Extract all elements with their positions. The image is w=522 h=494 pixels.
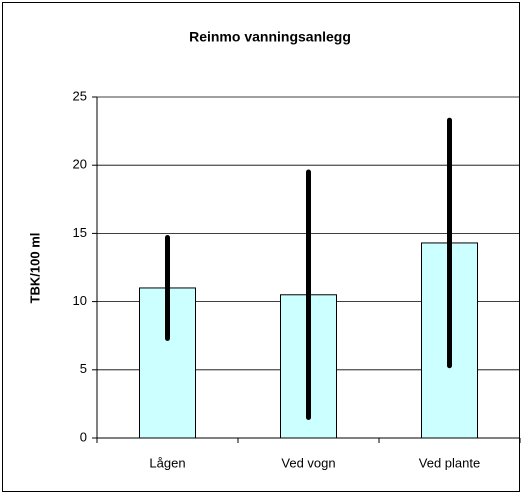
x-tick-label: Lågen — [149, 455, 185, 470]
y-tick-label: 25 — [73, 88, 87, 103]
chart-title: Reinmo vanningsanlegg — [189, 29, 351, 45]
y-tick-label: 5 — [80, 361, 87, 376]
y-tick-label: 0 — [80, 429, 87, 444]
y-tick-label: 20 — [73, 157, 87, 172]
x-tick-label: Ved plante — [419, 455, 480, 470]
y-tick-label: 15 — [73, 225, 87, 240]
x-tick-label: Ved vogn — [281, 455, 335, 470]
y-axis-label: TBK/100 ml — [27, 233, 42, 304]
y-tick-label: 10 — [73, 293, 87, 308]
